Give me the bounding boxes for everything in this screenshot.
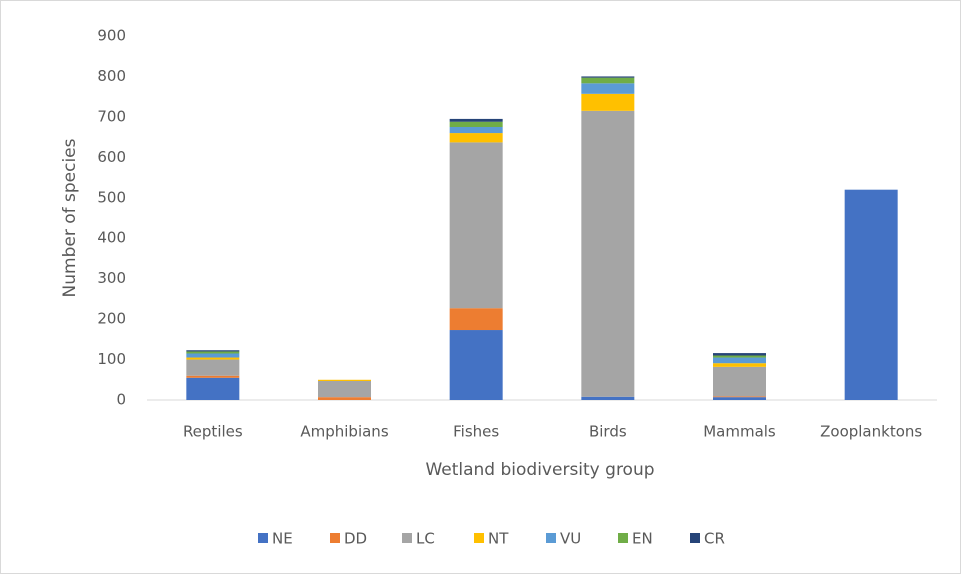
y-tick-label: 400 — [97, 229, 126, 247]
bar-segment — [186, 350, 240, 352]
bar-segment — [186, 353, 240, 358]
bar-segment — [713, 355, 766, 358]
bar-segment — [318, 379, 371, 381]
y-axis-title: Number of species — [60, 138, 80, 297]
legend-swatch — [690, 533, 700, 543]
legend-label: NT — [488, 530, 509, 548]
legend-swatch — [402, 533, 412, 543]
bar-segment — [713, 357, 766, 364]
bar-segment — [713, 353, 766, 356]
x-tick-label: Mammals — [703, 423, 776, 441]
bar-segment — [449, 121, 503, 127]
legend-label: EN — [632, 530, 653, 548]
bar-segment — [186, 377, 240, 400]
legend-label: DD — [344, 530, 367, 548]
bar-segment — [581, 76, 635, 78]
x-tick-label: Amphibians — [300, 423, 388, 441]
bar-segment — [449, 330, 503, 400]
x-tick-label: Zooplanktons — [820, 423, 922, 441]
bar-segment — [186, 351, 240, 354]
bar-segment — [844, 189, 898, 400]
bar-segment — [318, 380, 371, 398]
y-tick-label: 600 — [97, 148, 126, 166]
legend-label: CR — [704, 530, 725, 548]
legend-swatch — [330, 533, 340, 543]
bar-segment — [581, 110, 635, 397]
legend-label: VU — [560, 530, 581, 548]
legend-swatch — [258, 533, 268, 543]
y-tick-label: 500 — [97, 188, 126, 206]
y-tick-label: 700 — [97, 107, 126, 125]
legend-swatch — [546, 533, 556, 543]
bar-segment — [713, 397, 766, 400]
bar-segment — [186, 375, 240, 378]
legend-label: NE — [272, 530, 293, 548]
bar-segment — [713, 366, 766, 397]
bar-segment — [581, 396, 635, 400]
bar-segment — [186, 357, 240, 360]
bar-segment — [581, 77, 635, 84]
bar-segment — [449, 127, 503, 134]
bar-segment — [449, 133, 503, 143]
bar-segment — [581, 83, 635, 94]
y-tick-label: 800 — [97, 67, 126, 85]
y-tick-label: 0 — [116, 391, 126, 409]
legend-label: LC — [416, 530, 435, 548]
bar-segment — [713, 363, 766, 367]
bar-segment — [449, 142, 503, 309]
y-tick-label: 900 — [97, 27, 126, 45]
x-axis-title: Wetland biodiversity group — [425, 460, 654, 480]
y-tick-label: 200 — [97, 310, 126, 328]
bar-segment — [449, 308, 503, 331]
x-tick-label: Reptiles — [183, 423, 243, 441]
legend-swatch — [474, 533, 484, 543]
y-tick-label: 300 — [97, 269, 126, 287]
bar-segment — [186, 359, 240, 376]
y-tick-label: 100 — [97, 350, 126, 368]
bar-segment — [713, 396, 766, 398]
x-tick-label: Birds — [589, 423, 627, 441]
bar-segment — [449, 118, 503, 122]
x-tick-label: Fishes — [453, 423, 499, 441]
bar-segment — [318, 397, 371, 400]
bar-segment — [581, 93, 635, 111]
legend-swatch — [618, 533, 628, 543]
